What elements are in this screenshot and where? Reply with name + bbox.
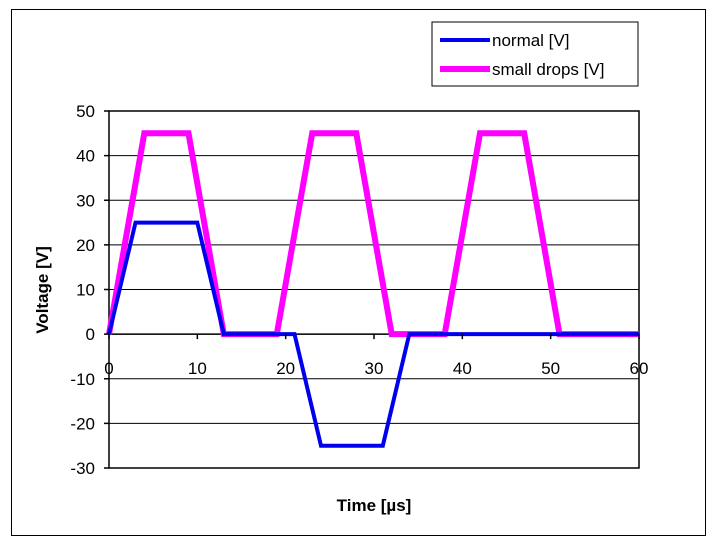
x-tick-label: 60 (630, 359, 649, 378)
x-tick-label: 40 (453, 359, 472, 378)
x-tick-label: 30 (365, 359, 384, 378)
y-tick-label: 40 (76, 147, 95, 166)
legend: normal [V] small drops [V] (431, 21, 639, 87)
y-tick-label: 20 (76, 236, 95, 255)
gridlines (109, 155, 639, 424)
series-line-normal (107, 220, 639, 448)
y-axis-title: Voltage [V] (33, 246, 52, 334)
x-axis-title: Time [µs] (337, 496, 412, 515)
x-tick-label: 0 (104, 359, 113, 378)
y-tick-label: 50 (76, 102, 95, 121)
y-tick-label: 0 (86, 325, 95, 344)
legend-label-small-drops: small drops [V] (492, 60, 604, 79)
y-tick-label: 10 (76, 281, 95, 300)
tick-labels: 50 40 30 20 10 0 -10 -20 -30 0 10 20 30 40 50 60 (70, 102, 648, 478)
chart-frame (11, 9, 706, 536)
x-tick-label: 20 (276, 359, 295, 378)
y-tick-label: -30 (70, 459, 95, 478)
legend-box (431, 21, 639, 87)
y-tick-label: -10 (70, 370, 95, 389)
y-tick-label: -20 (70, 414, 95, 433)
series-line-small-drops (106, 130, 639, 338)
series-layer (106, 130, 639, 448)
x-tick-label: 10 (188, 359, 207, 378)
x-tick-label: 50 (541, 359, 560, 378)
y-tick-label: 30 (76, 191, 95, 210)
legend-label-normal: normal [V] (492, 31, 569, 50)
